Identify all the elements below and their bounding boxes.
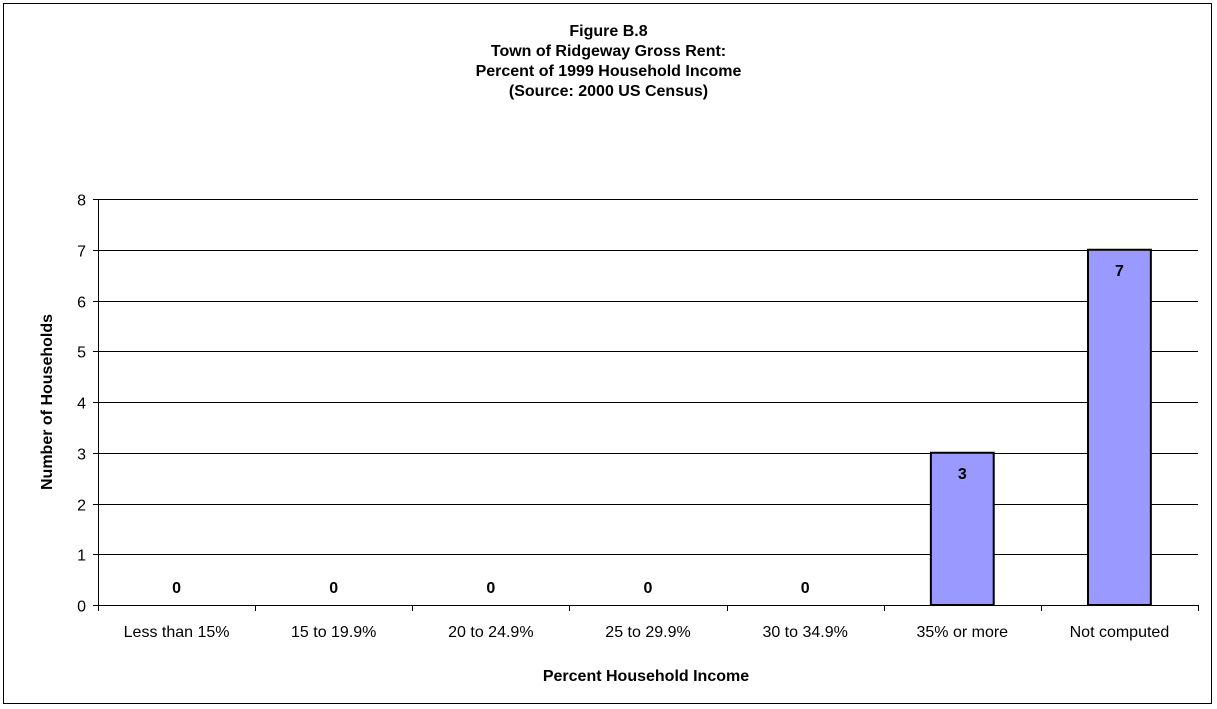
- y-tick-label: 4: [77, 396, 86, 413]
- x-tick-label: Not computed: [1070, 624, 1170, 641]
- y-tick-label: 0: [77, 599, 86, 616]
- y-tick-label: 5: [77, 345, 86, 362]
- data-label: 0: [486, 580, 495, 597]
- data-label: 0: [329, 580, 338, 597]
- data-label: 0: [801, 580, 810, 597]
- data-label: 0: [644, 580, 653, 597]
- y-tick-label: 3: [77, 447, 86, 464]
- bars: [929, 248, 1152, 606]
- title-line-3: Percent of 1999 Household Income: [475, 63, 742, 80]
- x-tick-label: 35% or more: [916, 624, 1008, 641]
- gridlines: [98, 199, 1198, 555]
- y-axis-title: Number of Households: [39, 314, 56, 490]
- bar: [1087, 248, 1152, 606]
- y-tick-label: 1: [77, 548, 86, 565]
- bar: [929, 451, 995, 606]
- chart-title: Figure B.8 Town of Ridgeway Gross Rent: …: [0, 22, 1217, 102]
- data-labels: 0 0 0 0 0 3 7: [172, 263, 1124, 597]
- chart-frame: [3, 3, 1212, 704]
- x-tick-label: 20 to 24.9%: [448, 624, 533, 641]
- x-tick-label: 25 to 29.9%: [605, 624, 690, 641]
- title-line-2: Town of Ridgeway Gross Rent:: [490, 43, 727, 60]
- title-line-1: Figure B.8: [569, 23, 648, 40]
- y-tick-label: 8: [77, 193, 86, 210]
- x-tick-label: Less than 15%: [124, 624, 230, 641]
- data-label: 3: [958, 466, 967, 483]
- y-tick-label: 6: [77, 295, 86, 312]
- x-axis-title: Percent Household Income: [543, 668, 749, 685]
- x-tick-label: 15 to 19.9%: [291, 624, 376, 641]
- data-label: 7: [1115, 263, 1124, 280]
- axes: 0 1 2 3 4 5 6 7 8 Less than 15% 15 to 19.9% 20 to 2…: [77, 193, 1199, 641]
- title-line-4: (Source: 2000 US Census): [508, 83, 709, 100]
- data-label: 0: [172, 580, 181, 597]
- x-tick-label: 30 to 34.9%: [762, 624, 847, 641]
- y-tick-label: 2: [77, 498, 86, 515]
- y-tick-label: 7: [77, 244, 86, 261]
